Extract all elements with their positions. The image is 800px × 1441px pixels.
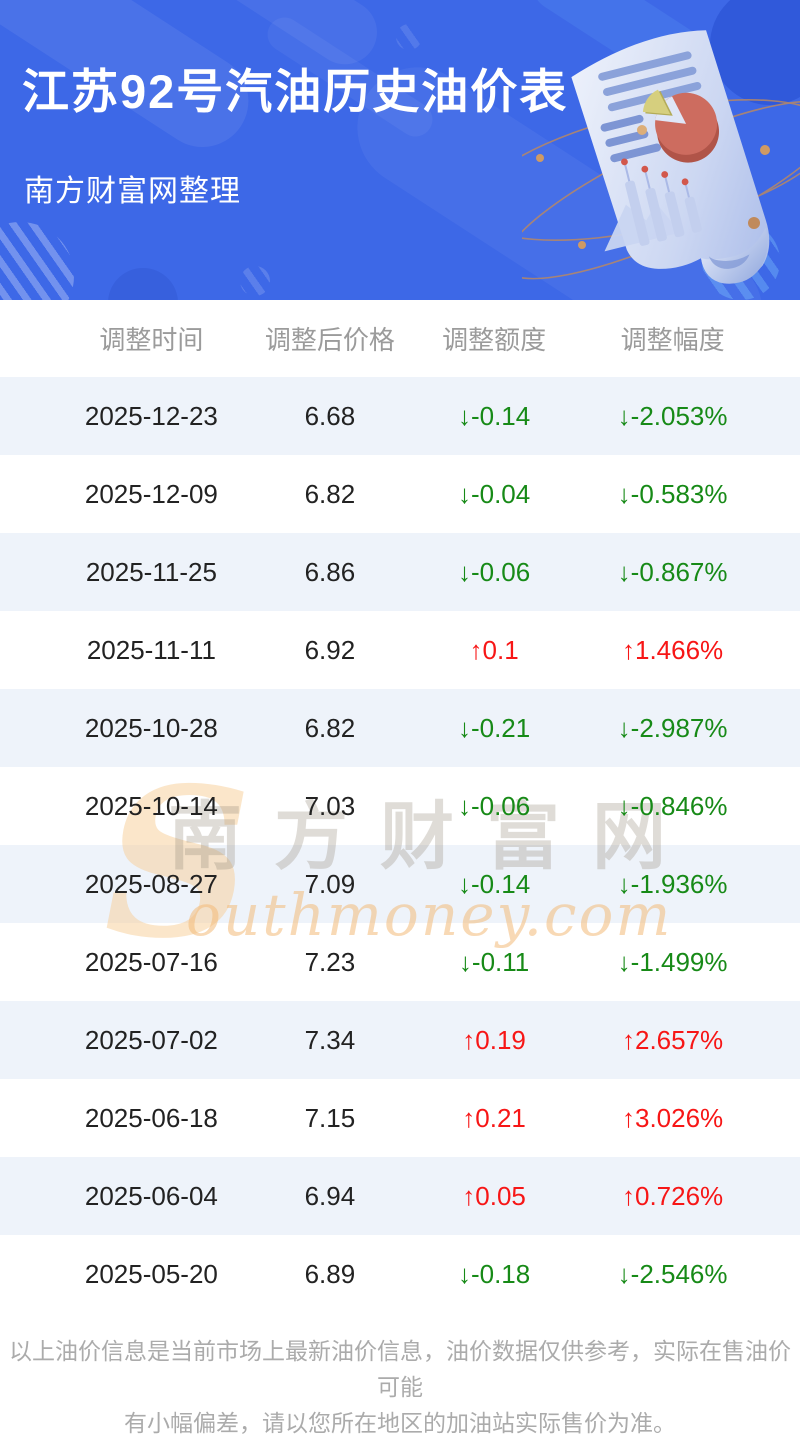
cell-amount: ↓-0.11 <box>458 946 530 977</box>
cell-price: 7.23 <box>304 946 356 977</box>
deco-hatch-circle <box>0 222 74 300</box>
cell-amount: ↓-0.14 <box>457 868 531 899</box>
cell-amount: ↓-0.18 <box>457 1258 531 1289</box>
paper-sheet <box>571 30 770 284</box>
cell-amount: ↓-0.06 <box>457 790 531 821</box>
table-row: 2025-06-04 6.94 ↑0.05 ↑0.726% <box>0 1157 800 1235</box>
table-row: 2025-05-20 6.89 ↓-0.18 ↓-2.546% <box>0 1235 800 1313</box>
table-row: 2025-08-27 7.09 ↓-0.14 ↓-1.936% <box>0 845 800 923</box>
cell-rate: ↓-2.987% <box>617 712 728 743</box>
table-row: 2025-11-25 6.86 ↓-0.06 ↓-0.867% <box>0 533 800 611</box>
banner: 江苏92号汽油历史油价表 南方财富网整理 <box>0 0 800 300</box>
cell-rate: ↓-0.867% <box>617 556 728 587</box>
price-table: 调整时间 调整后价格 调整额度 调整幅度 2025-12-23 6.68 ↓-0… <box>0 300 800 1313</box>
table-row: 2025-10-14 7.03 ↓-0.06 ↓-0.846% <box>0 767 800 845</box>
cell-date: 2025-07-02 <box>84 1024 218 1055</box>
table-body: 2025-12-23 6.68 ↓-0.14 ↓-2.053% 2025-12-… <box>0 377 800 1313</box>
disclaimer-line-2: 有小幅偏差，请以您所在地区的加油站实际售价为准。 <box>124 1410 676 1436</box>
deco-hatch-circle <box>240 266 270 296</box>
cell-date: 2025-05-20 <box>84 1258 218 1289</box>
cell-price: 6.92 <box>304 634 356 665</box>
banner-subtitle: 南方财富网整理 <box>24 175 241 208</box>
bar-chart-icon <box>621 158 702 246</box>
cell-price: 7.03 <box>304 790 356 821</box>
cell-amount: ↓-0.14 <box>457 400 531 431</box>
cell-price: 7.09 <box>304 868 356 899</box>
disclaimer: 以上油价信息是当前市场上最新油价信息，油价数据仅供参考，实际在售油价可能 有小幅… <box>0 1333 800 1441</box>
deco-hatch-circle <box>396 24 422 50</box>
cell-price: 6.89 <box>304 1258 356 1289</box>
cell-price: 6.68 <box>304 400 356 431</box>
table-row: 2025-12-23 6.68 ↓-0.14 ↓-2.053% <box>0 377 800 455</box>
table-row: 2025-07-16 7.23 ↓-0.11 ↓-1.499% <box>0 923 800 1001</box>
col-header-time: 调整时间 <box>99 325 204 355</box>
cell-date: 2025-07-16 <box>84 946 218 977</box>
cell-rate: ↓-1.936% <box>617 868 728 899</box>
cell-amount: ↓-0.21 <box>457 712 531 743</box>
cell-price: 6.94 <box>304 1180 356 1211</box>
paper-curl <box>701 227 768 284</box>
cell-amount: ↑0.1 <box>469 634 519 665</box>
deco-circle <box>108 268 178 300</box>
table-row: 2025-07-02 7.34 ↑0.19 ↑2.657% <box>0 1001 800 1079</box>
pie-chart-icon <box>642 89 720 163</box>
col-header-price: 调整后价格 <box>264 325 395 355</box>
cell-date: 2025-06-18 <box>84 1102 218 1133</box>
cell-date: 2025-10-14 <box>84 790 218 821</box>
page-title: 江苏92号汽油历史油价表 <box>22 65 569 118</box>
cell-date: 2025-08-27 <box>84 868 218 899</box>
cell-rate: ↑1.466% <box>621 634 724 665</box>
cell-amount: ↓-0.04 <box>457 478 531 509</box>
cell-date: 2025-11-11 <box>86 634 216 665</box>
cell-date: 2025-06-04 <box>84 1180 218 1211</box>
cell-price: 7.15 <box>304 1102 356 1133</box>
cell-rate: ↑2.657% <box>621 1024 724 1055</box>
report-document-illustration <box>522 30 800 284</box>
orbit-dots <box>536 125 770 249</box>
cell-date: 2025-10-28 <box>84 712 218 743</box>
disclaimer-line-1: 以上油价信息是当前市场上最新油价信息，油价数据仅供参考，实际在售油价可能 <box>9 1338 791 1400</box>
cell-rate: ↑3.026% <box>621 1102 724 1133</box>
cell-amount: ↑0.21 <box>462 1102 526 1133</box>
cell-amount: ↑0.05 <box>462 1180 526 1211</box>
table-row: 2025-06-18 7.15 ↑0.21 ↑3.026% <box>0 1079 800 1157</box>
cell-amount: ↑0.19 <box>462 1024 526 1055</box>
table-row: 2025-10-28 6.82 ↓-0.21 ↓-2.987% <box>0 689 800 767</box>
cell-rate: ↓-2.053% <box>617 400 728 431</box>
table-row: 2025-12-09 6.82 ↓-0.04 ↓-0.583% <box>0 455 800 533</box>
cell-price: 7.34 <box>304 1024 356 1055</box>
cell-rate: ↓-2.546% <box>617 1258 728 1289</box>
table-row: 2025-11-11 6.92 ↑0.1 ↑1.466% <box>0 611 800 689</box>
cell-rate: ↑0.726% <box>621 1180 724 1211</box>
cell-date: 2025-11-25 <box>85 556 217 587</box>
cell-price: 6.82 <box>304 478 356 509</box>
cell-amount: ↓-0.06 <box>457 556 531 587</box>
cell-date: 2025-12-09 <box>84 478 218 509</box>
table-header-row: 调整时间 调整后价格 调整额度 调整幅度 <box>0 300 800 377</box>
cell-date: 2025-12-23 <box>84 400 218 431</box>
cell-price: 6.82 <box>304 712 356 743</box>
cell-rate: ↓-1.499% <box>617 946 728 977</box>
col-header-rate: 调整幅度 <box>620 325 725 355</box>
cell-rate: ↓-0.583% <box>617 478 728 509</box>
cell-price: 6.86 <box>304 556 356 587</box>
col-header-amount: 调整额度 <box>442 325 547 355</box>
cell-rate: ↓-0.846% <box>617 790 728 821</box>
